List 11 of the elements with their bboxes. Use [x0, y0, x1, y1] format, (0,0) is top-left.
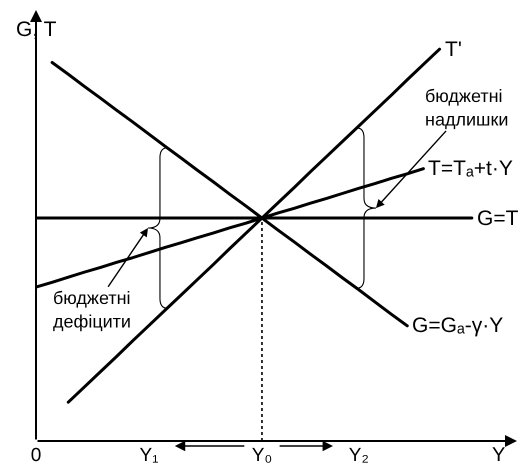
x-tick-label: Y₁	[139, 445, 159, 466]
x-axis-title: Y	[492, 444, 506, 466]
series-label: G=T	[477, 207, 519, 230]
series-label: G=Gₐ-γ·Y	[412, 314, 504, 337]
series-label: T'	[445, 38, 462, 61]
annotation: бюджетні надлишки	[425, 86, 508, 130]
x-tick-label: Y₀	[252, 445, 272, 466]
x-tick-label: Y₂	[348, 445, 369, 466]
series-label: T=Tₐ+t·Y	[428, 157, 513, 180]
x-tick-label: 0	[30, 445, 42, 466]
annotation: бюджетні дефіцити	[53, 288, 131, 332]
